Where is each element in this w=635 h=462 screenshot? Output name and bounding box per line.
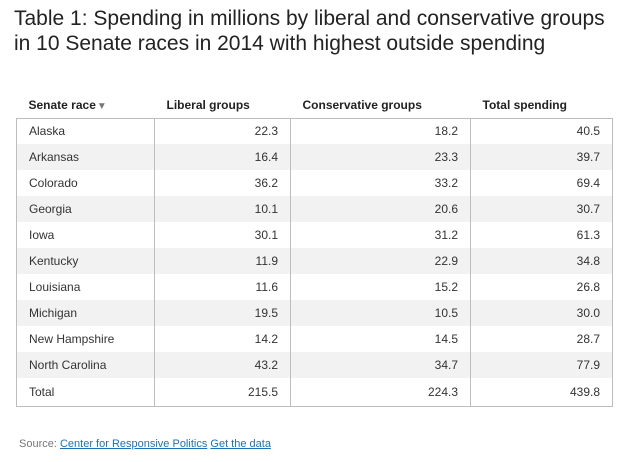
table-cell-race: Michigan (16, 300, 155, 326)
table-row: Colorado 36.2 33.2 69.4 (16, 170, 613, 196)
source-label: Source: (19, 438, 57, 450)
table-body: Alaska 22.3 18.2 40.5 Arkansas 16.4 23.3 39.7 Co… (16, 117, 613, 407)
table-cell-race: Total (16, 378, 155, 407)
column-header-liberal-groups[interactable]: Liberal groups (166, 97, 250, 112)
table-cell-value: 77.9 (470, 352, 613, 378)
table-cell-value: 215.5 (154, 378, 291, 407)
table-cell-race: Colorado (16, 170, 155, 196)
table-row: Michigan 19.5 10.5 30.0 (16, 300, 613, 326)
sort-descending-icon[interactable]: ▼ (96, 100, 107, 112)
data-table-container: Senate race▼ Liberal groups Conservative… (16, 92, 613, 407)
table-cell-value: 61.3 (470, 222, 613, 248)
table-cell-race: Georgia (16, 196, 155, 222)
table-cell-value: 30.1 (154, 222, 291, 248)
table-row: North Carolina 43.2 34.7 77.9 (16, 352, 613, 378)
table-cell-value: 22.9 (290, 248, 471, 274)
table-cell-value: 14.5 (290, 326, 471, 352)
source-note: Source: Center for Responsive Politics G… (19, 438, 271, 450)
table-cell-value: 10.5 (290, 300, 471, 326)
table-cell-value: 40.5 (470, 117, 613, 144)
get-data-link[interactable]: Get the data (210, 438, 271, 450)
table-title: Table 1: Spending in millions by liberal… (14, 7, 605, 55)
table-cell-race: Alaska (16, 117, 155, 144)
table-cell-value: 16.4 (154, 144, 291, 170)
table-row: Louisiana 11.6 15.2 26.8 (16, 274, 613, 300)
table-cell-value: 224.3 (290, 378, 471, 407)
table-cell-race: North Carolina (16, 352, 155, 378)
table-row: Iowa 30.1 31.2 61.3 (16, 222, 613, 248)
table-cell-value: 23.3 (290, 144, 471, 170)
table-cell-value: 20.6 (290, 196, 471, 222)
table-cell-race: Arkansas (16, 144, 155, 170)
table-cell-value: 30.7 (470, 196, 613, 222)
table-cell-value: 34.8 (470, 248, 613, 274)
header-row: Senate race▼ Liberal groups Conservative… (17, 92, 613, 118)
table-cell-value: 33.2 (290, 170, 471, 196)
table-cell-value: 34.7 (290, 352, 471, 378)
source-link-crp[interactable]: Center for Responsive Politics (59, 438, 208, 450)
table-cell-value: 39.7 (470, 144, 613, 170)
table-cell-value: 11.6 (154, 274, 291, 300)
total-row: Total 215.5 224.3 439.8 (16, 378, 613, 407)
table-cell-value: 31.2 (290, 222, 471, 248)
table-row: Alaska 22.3 18.2 40.5 (16, 117, 613, 144)
table-cell-value: 11.9 (154, 248, 291, 274)
spending-table: Senate race▼ Liberal groups Conservative… (16, 92, 613, 407)
table-cell-race: Louisiana (16, 274, 155, 300)
table-cell-value: 28.7 (470, 326, 613, 352)
table-cell-value: 26.8 (470, 274, 613, 300)
table-cell-race: Iowa (16, 222, 155, 248)
table-cell-value: 10.1 (154, 196, 291, 222)
table-row: Arkansas 16.4 23.3 39.7 (16, 144, 613, 170)
table-cell-value: 22.3 (154, 117, 291, 144)
table-cell-race: New Hampshire (16, 326, 155, 352)
table-row: Georgia 10.1 20.6 30.7 (16, 196, 613, 222)
table-cell-value: 14.2 (154, 326, 291, 352)
table-cell-race: Kentucky (16, 248, 155, 274)
table-row: New Hampshire 14.2 14.5 28.7 (16, 326, 613, 352)
table-cell-value: 69.4 (470, 170, 613, 196)
table-row: Kentucky 11.9 22.9 34.8 (16, 248, 613, 274)
column-header-senate-race[interactable]: Senate race▼ (28, 97, 107, 112)
table-cell-value: 19.5 (154, 300, 291, 326)
table-cell-value: 18.2 (290, 117, 471, 144)
table-cell-value: 36.2 (154, 170, 291, 196)
table-cell-value: 30.0 (470, 300, 613, 326)
table-cell-value: 439.8 (470, 378, 613, 407)
table-cell-value: 43.2 (154, 352, 291, 378)
column-header-conservative-groups[interactable]: Conservative groups (302, 97, 422, 112)
column-header-total-spending[interactable]: Total spending (482, 97, 567, 112)
table-cell-value: 15.2 (290, 274, 471, 300)
